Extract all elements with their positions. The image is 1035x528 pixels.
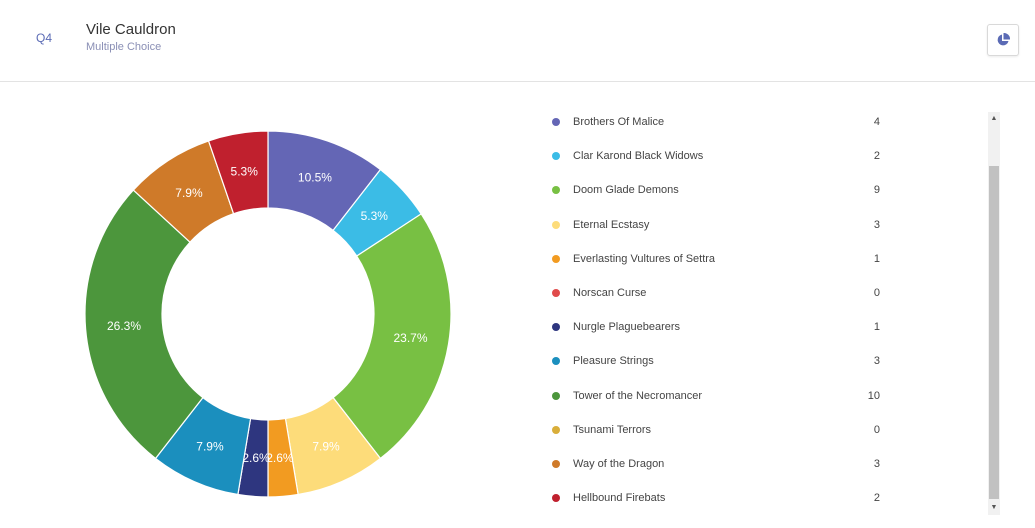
legend-swatch [552,152,560,161]
legend-swatch [552,220,560,229]
donut-chart: 10.5% 5.3% 23.7% 7.9% 2.6%2.6% 7.9% 26.3% 7.9% 5… [84,130,452,498]
legend-count: 3 [873,457,880,470]
legend-swatch [552,459,560,468]
slice-label-everlasting-vultures-of-settra: 2.6% [266,451,294,465]
slice-doom-glade-demons[interactable] [332,213,452,460]
legend-item[interactable]: Tower of the Necromancer 10 [540,379,985,413]
slice-label-clar-karond-black-widows: 5.3% [361,209,389,223]
legend-swatch [552,357,560,366]
legend-label: Nurgle Plaguebearers [573,321,681,334]
question-type: Multiple Choice [86,41,162,53]
legend-swatch [552,323,560,332]
legend-item[interactable]: Norscan Curse 0 [540,276,985,310]
legend-count: 3 [873,218,880,231]
legend-swatch [552,288,560,297]
legend-label: Tower of the Necromancer [573,389,702,402]
legend-item[interactable]: Pleasure Strings 3 [540,344,985,378]
legend-label: Doom Glade Demons [573,184,679,197]
legend-item[interactable]: Everlasting Vultures of Settra 1 [540,242,985,276]
scroll-thumb[interactable] [989,166,999,499]
slice-label-way-of-the-dragon: 7.9% [175,186,203,200]
legend-label: Everlasting Vultures of Settra [573,252,716,265]
legend-label: Norscan Curse [573,286,647,299]
legend-swatch [552,118,560,126]
legend-item[interactable]: Way of the Dragon 3 [540,447,985,481]
legend-item[interactable]: Hellbound Firebats 2 [540,481,985,515]
legend-count: 3 [873,355,880,368]
legend-swatch [552,186,560,195]
legend-item[interactable]: Nurgle Plaguebearers 1 [540,310,985,344]
chart-type-button[interactable] [987,24,1019,56]
legend-label: Way of the Dragon [573,457,665,470]
legend-item[interactable]: Eternal Ecstasy 3 [540,208,985,242]
legend-count: 10 [867,389,880,402]
legend-scrollbar[interactable]: ▲ ▼ [988,112,1000,515]
legend-swatch [552,254,560,263]
scroll-down-arrow-icon[interactable]: ▼ [990,504,998,511]
slice-label-brothers-of-malice: 10.5% [298,170,332,184]
slice-label-eternal-ecstasy: 7.9% [312,439,340,453]
slice-label-doom-glade-demons: 23.7% [394,331,428,345]
legend-label: Eternal Ecstasy [573,218,650,231]
legend-count: 1 [873,321,880,334]
slice-label-tower-of-the-necromancer: 26.3% [107,319,141,333]
slice-label-pleasure-strings: 7.9% [196,439,224,453]
legend-label: Hellbound Firebats [573,492,666,505]
legend-label: Clar Karond Black Widows [573,150,704,163]
legend-item[interactable]: Brothers Of Malice 4 [540,105,985,139]
legend-count: 9 [873,184,880,197]
legend-item[interactable]: Tsunami Terrors 0 [540,413,985,447]
legend-swatch [552,391,560,400]
slice-tower-of-the-necromancer[interactable] [84,189,204,460]
legend: Brothers Of Malice 4 Clar Karond Black Wid… [540,105,985,515]
slice-label-nurgle-plaguebearers: 2.6% [242,451,270,465]
slice-hellbound-firebats[interactable] [207,130,269,215]
scroll-up-arrow-icon[interactable]: ▲ [990,115,998,122]
question-number: Q4 [36,31,53,45]
pie-chart-icon [997,33,1010,46]
legend-label: Brothers Of Malice [573,116,665,128]
legend-item[interactable]: Clar Karond Black Widows 2 [540,139,985,173]
legend-label: Tsunami Terrors [573,423,652,436]
slice-label-hellbound-firebats: 5.3% [231,164,259,178]
legend-item[interactable]: Doom Glade Demons 9 [540,173,985,207]
legend-count: 2 [873,492,880,505]
legend-count: 2 [873,150,880,163]
question-header: Q4 Vile Cauldron Multiple Choice [0,0,1035,82]
legend-count: 1 [873,252,880,265]
question-title: Vile Cauldron [86,21,176,38]
legend-count: 4 [873,116,880,128]
legend-swatch [552,425,560,434]
legend-label: Pleasure Strings [573,355,654,368]
legend-count: 0 [873,286,880,299]
legend-swatch [552,494,560,503]
legend-count: 0 [873,423,880,436]
